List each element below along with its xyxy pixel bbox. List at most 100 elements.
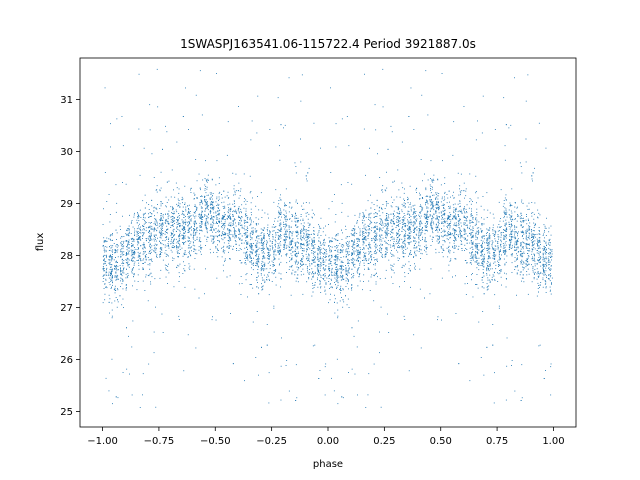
scatter-point [115,261,117,263]
scatter-point [384,256,386,258]
scatter-point [130,260,132,262]
scatter-point [179,246,181,248]
scatter-point [358,240,360,242]
scatter-point [455,239,456,241]
scatter-point [224,259,226,261]
scatter-point [172,225,174,227]
scatter-point [493,248,495,250]
scatter-point [489,234,491,236]
scatter-point [441,319,442,321]
scatter-point [325,363,327,365]
scatter-point [391,250,392,251]
scatter-point [140,239,142,241]
scatter-point [339,252,341,254]
scatter-point [216,198,218,200]
scatter-point [435,235,437,237]
scatter-point [150,222,151,224]
scatter-point [277,220,279,222]
scatter-point [295,221,297,223]
scatter-point [499,272,501,274]
scatter-point [195,232,196,234]
scatter-point [142,253,144,255]
scatter-point [382,191,384,193]
scatter-point [207,201,208,203]
scatter-point [297,247,298,248]
scatter-point [529,226,531,227]
scatter-point [341,269,343,271]
scatter-point [133,254,135,256]
scatter-point [153,248,155,250]
scatter-point [190,234,192,236]
scatter-point [476,212,478,213]
scatter-point [139,228,141,230]
scatter-point [461,211,463,213]
scatter-point [478,257,480,259]
scatter-point [379,223,380,225]
scatter-point [515,259,517,261]
scatter-point [542,256,544,258]
scatter-point [123,263,125,264]
scatter-point [481,263,483,265]
scatter-point [136,289,138,291]
scatter-point [419,235,421,236]
scatter-point [476,214,478,216]
scatter-point [391,229,393,230]
scatter-point [363,265,365,266]
scatter-point [315,256,316,258]
scatter-point [401,231,403,232]
scatter-point [340,184,342,186]
scatter-point [249,247,251,249]
scatter-point [247,296,248,298]
scatter-point [426,226,428,228]
scatter-point [131,268,133,270]
scatter-point [272,234,274,236]
scatter-point [104,246,106,247]
scatter-point [108,277,110,279]
scatter-point [446,222,448,224]
scatter-point [335,214,337,215]
scatter-point [544,249,546,251]
scatter-point [172,222,173,223]
scatter-point [324,261,326,263]
scatter-point [313,245,314,247]
scatter-point [215,211,217,213]
scatter-point [292,251,294,252]
scatter-point [266,248,268,250]
scatter-point [318,271,319,272]
scatter-point [120,286,121,287]
scatter-point [380,237,382,239]
scatter-point [156,244,157,246]
scatter-point [307,244,309,246]
scatter-point [297,269,299,271]
scatter-point [275,189,277,191]
scatter-point [298,242,300,244]
scatter-point [175,246,177,247]
scatter-point [260,239,262,241]
scatter-point [182,255,184,257]
scatter-point [295,242,297,244]
scatter-point [134,257,136,259]
scatter-point [341,118,343,120]
scatter-point [194,206,196,207]
scatter-point [487,243,489,245]
scatter-point [251,260,252,262]
scatter-point [328,260,330,261]
scatter-point [200,227,202,228]
scatter-point [532,240,534,242]
scatter-point [329,274,330,276]
scatter-point [414,213,416,214]
scatter-point [143,263,144,264]
scatter-point [345,286,347,287]
scatter-point [216,196,218,198]
scatter-point [105,286,107,288]
scatter-point [431,227,433,228]
scatter-point [300,214,302,215]
scatter-point [256,245,258,247]
scatter-point [268,272,270,274]
scatter-point [547,261,549,263]
scatter-point [179,226,181,228]
scatter-point [120,251,121,253]
scatter-point [508,244,510,246]
scatter-point [452,234,454,236]
scatter-point [296,277,298,279]
